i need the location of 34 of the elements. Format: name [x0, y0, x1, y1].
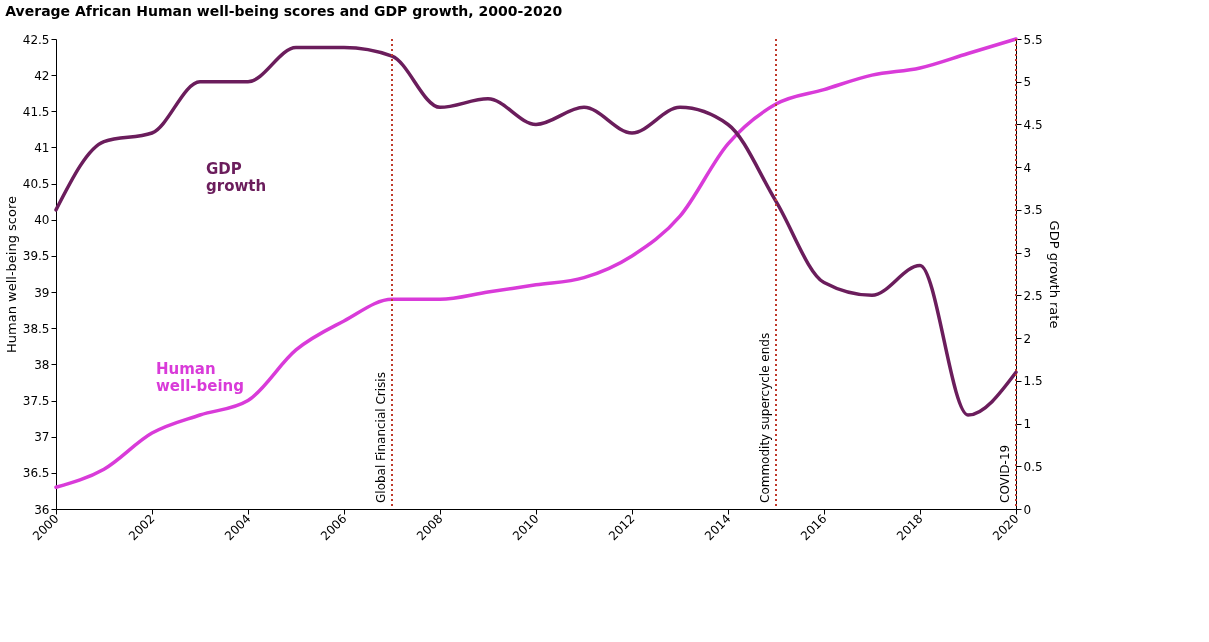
y-tick-label: 38: [34, 357, 50, 372]
y-tick-label: 36: [34, 502, 50, 517]
y-tick-label: 42: [34, 68, 50, 83]
y-tick-label: 41: [34, 140, 50, 155]
y2-tick-label: 4: [1023, 160, 1032, 175]
ref-line-label: Global Financial Crisis: [374, 372, 388, 503]
y2-tick-label: 2.5: [1023, 288, 1043, 303]
y-tick-label: 37: [34, 430, 50, 445]
y2-tick-label: 3.5: [1023, 203, 1043, 218]
y2-tick-label: 2: [1023, 331, 1032, 346]
series-label: Human well-being: [156, 360, 245, 395]
y-axis-title: Human well-being score: [3, 196, 19, 353]
y-tick-label: 38.5: [22, 321, 50, 336]
y2-axis-title: GDP growth rate: [1046, 220, 1062, 329]
y-tick-label: 39: [34, 285, 50, 300]
y2-tick-label: 3: [1023, 246, 1032, 261]
y2-tick-label: 0.5: [1023, 459, 1043, 474]
text: GDP growth: [206, 160, 267, 195]
y2-tick-label: 5: [1023, 75, 1032, 90]
y2-tick-label: 4.5: [1023, 117, 1043, 132]
chart-title: Average African Human well-being scores and GDP growth, 2000-2020: [5, 3, 563, 19]
y-tick-label: 42.5: [22, 32, 50, 47]
ref-line-label: Commodity supercycle ends: [758, 332, 772, 503]
y-tick-label: 41.5: [22, 104, 50, 119]
y2-tick-label: 0: [1023, 502, 1032, 517]
y-tick-label: 40.5: [22, 177, 50, 192]
y-tick-label: 36.5: [22, 466, 50, 481]
y-tick-label: 37.5: [22, 394, 50, 409]
y2-tick-label: 1.5: [1023, 374, 1043, 389]
y2-tick-label: 1: [1023, 417, 1032, 432]
y2-tick-label: 5.5: [1023, 32, 1043, 47]
y-tick-label: 40: [34, 213, 50, 228]
ref-line-label: COVID-19: [998, 444, 1012, 503]
y-tick-label: 39.5: [22, 249, 50, 264]
